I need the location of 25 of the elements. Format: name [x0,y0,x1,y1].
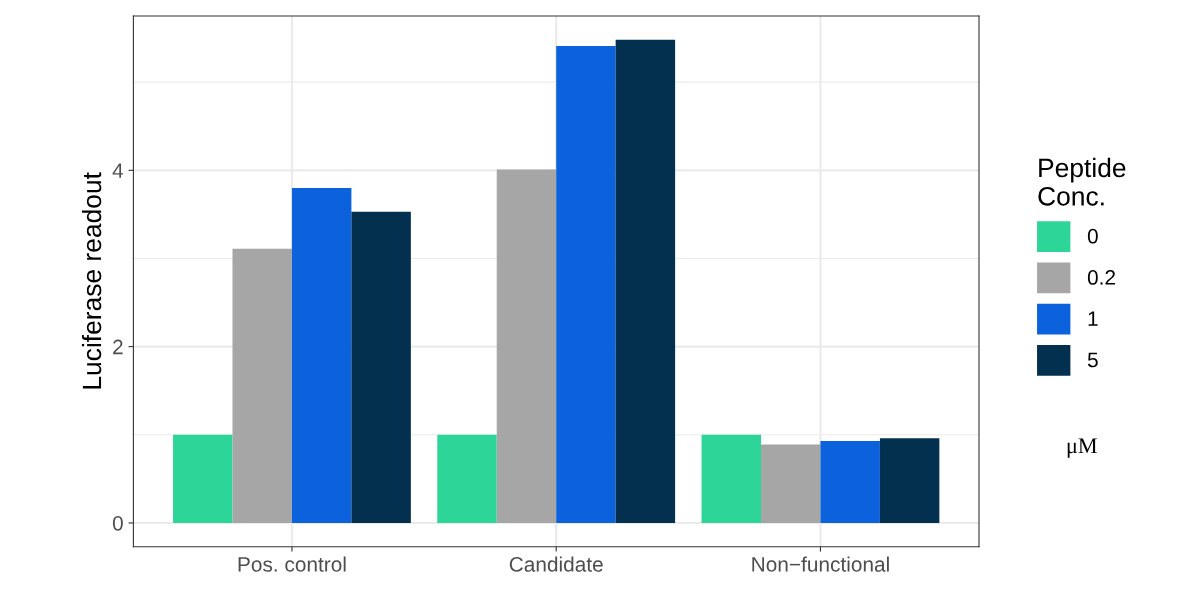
y-tick-label: 2 [113,339,123,355]
y-tick-label: 0 [112,515,123,531]
x-tick-label: Non−functional [752,556,889,572]
bar [820,440,880,523]
bar [760,444,821,523]
y-axis-title: Luciferase readout [81,172,102,389]
bar [556,45,616,523]
bar [496,169,557,523]
bar [879,438,940,523]
bar [437,434,497,523]
text: μM [1067,438,1097,458]
legend-label: 0 [1087,228,1098,244]
legend-title: Peptide Conc. [1038,157,1126,206]
bar [173,434,233,523]
bar [701,434,761,523]
x-tick-label: Pos. control [238,556,346,572]
x-tick-label: Candidate [509,556,603,572]
bar [291,187,352,523]
legend-label: 5 [1087,352,1098,368]
legend-label: 1 [1088,311,1098,326]
bar [615,39,676,523]
legend-label: 0.2 [1087,270,1115,285]
y-tick-label: 4 [112,163,124,178]
bar [232,248,292,523]
bar [351,211,411,523]
